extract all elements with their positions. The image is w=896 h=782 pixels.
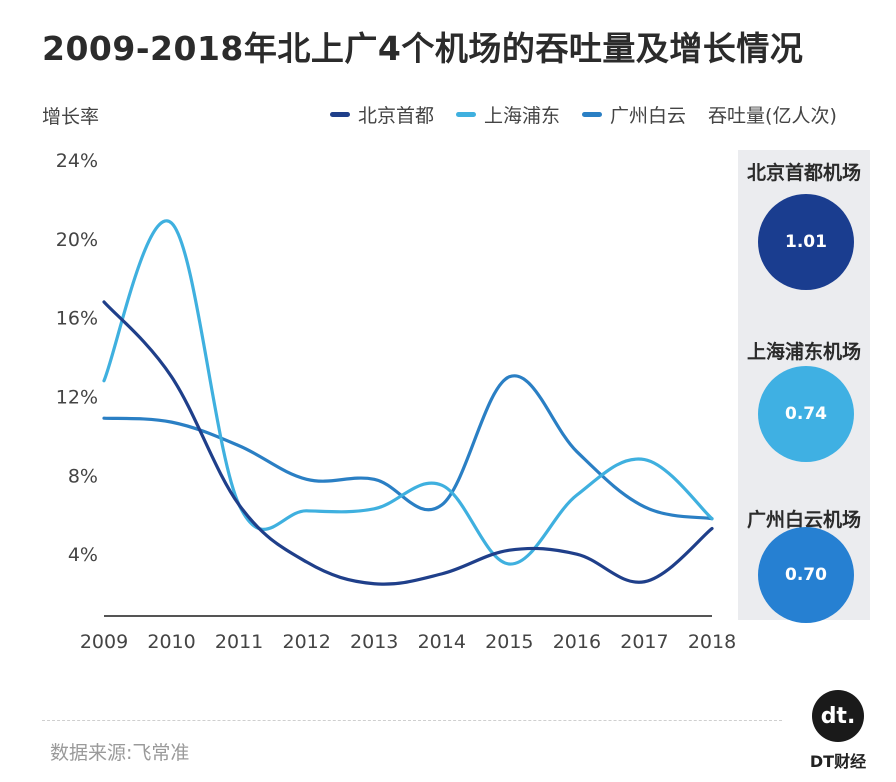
x-tick-label: 2016 [553,631,601,653]
x-tick-label: 2009 [80,631,128,653]
y-tick-label: 24% [56,150,98,172]
x-tick-label: 2015 [485,631,533,653]
legend-label-shanghai: 上海浦东 [484,105,561,127]
legend-swatch-beijing [330,112,350,117]
legend-item-guangzhou: 广州白云 [582,101,686,128]
throughput-bubble-beijing: 1.01 [758,194,854,290]
y-tick-label: 16% [56,308,98,330]
chart-title: 2009-2018年北上广4个机场的吞吐量及增长情况 [42,29,804,68]
legend-item-beijing: 北京首都 [330,101,434,128]
x-tick-label: 2018 [688,631,736,653]
y-tick-label: 12% [56,387,98,409]
legend-item-shanghai: 上海浦东 [456,101,560,128]
throughput-bubble-shanghai: 0.74 [758,366,854,462]
legend-swatch-guangzhou [582,112,603,117]
x-tick-label: 2012 [282,631,330,653]
airport-label-beijing: 北京首都机场 [746,162,861,184]
x-tick-label: 2017 [620,631,668,653]
legend-swatch-shanghai [456,112,477,117]
y-tick-label: 4% [68,544,98,566]
airport-label-shanghai: 上海浦东机场 [746,341,861,363]
series-line-guangzhou [102,374,714,521]
y-axis-label: 增长率 [42,106,100,128]
legend-label-guangzhou: 广州白云 [610,105,687,127]
throughput-unit-label: 吞吐量(亿人次) [708,105,837,127]
legend-label-beijing: 北京首都 [358,105,435,127]
y-tick-label: 8% [68,465,98,487]
y-tick-label: 20% [56,229,98,251]
throughput-bubble-guangzhou: 0.70 [758,527,854,623]
airport-label-guangzhou: 广州白云机场 [746,509,861,531]
x-tick-label: 2014 [418,631,466,653]
x-tick-label: 2011 [215,631,263,653]
x-tick-label: 2010 [147,631,195,653]
legend: 北京首都 上海浦东 广州白云 吞吐量(亿人次) [330,101,837,128]
x-tick-label: 2013 [350,631,398,653]
series-line-shanghai [102,219,714,566]
brand-name: DT财经 [809,752,867,771]
data-source: 数据来源:飞常准 [50,742,190,764]
series-line-beijing [102,300,714,586]
footer-divider [42,720,782,721]
brand-logo: dt. [812,690,864,742]
